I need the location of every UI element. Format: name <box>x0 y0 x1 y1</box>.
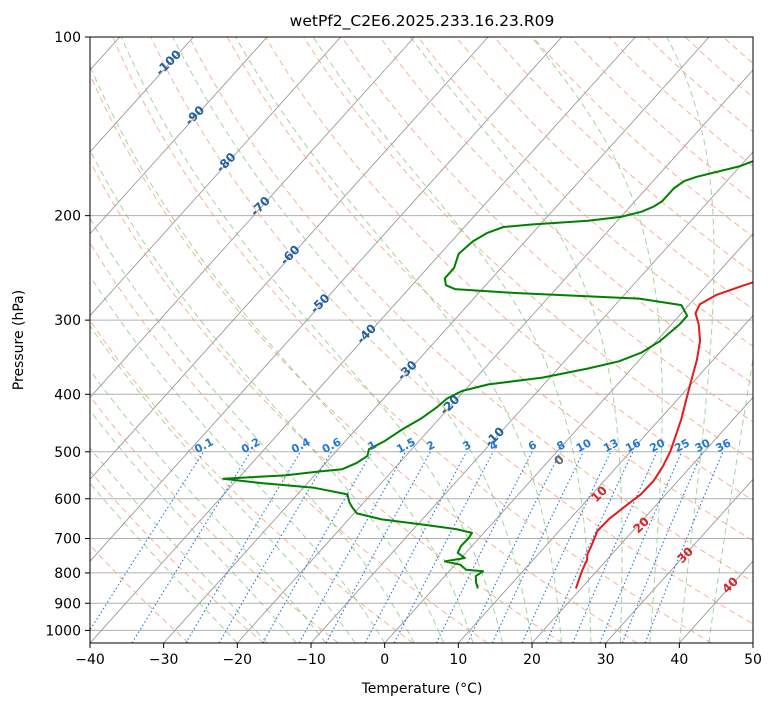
y-tick-label: 100 <box>54 30 81 46</box>
y-tick-label: 400 <box>54 387 81 403</box>
mixing-ratio-line <box>299 452 405 643</box>
y-tick-label: 700 <box>54 532 81 548</box>
dry-adiabat-line <box>0 37 338 643</box>
dry-adiabat-line <box>380 37 775 643</box>
moist-adiabat-line <box>410 37 622 643</box>
moist-adiabat-line <box>18 60 415 643</box>
dry-adiabat-line <box>456 37 775 643</box>
isotherm-line <box>532 37 775 643</box>
moist-adiabat-line <box>121 37 502 643</box>
dry-adiabat-line <box>685 37 775 643</box>
mixing-ratio-label: 0.6 <box>320 435 344 456</box>
adiabat-label: 20 <box>630 514 652 536</box>
isotherm-line <box>164 37 709 643</box>
mixing-ratio-line <box>326 452 430 643</box>
dry-adiabat-line <box>0 37 264 643</box>
mixing-ratio-label: 0.1 <box>192 435 215 456</box>
moist-adiabat-line <box>709 37 775 643</box>
x-tick-label: 50 <box>744 652 762 668</box>
mixing-ratio-line <box>573 452 657 643</box>
plot-frame <box>90 37 753 643</box>
moist-adiabat-line <box>78 37 473 643</box>
moist-adiabat-line <box>173 37 532 643</box>
dry-adiabat-line <box>533 37 775 643</box>
x-tick-label: 40 <box>670 652 688 668</box>
isotherm-label: -10 <box>482 424 507 449</box>
x-tick-label: 30 <box>597 652 615 668</box>
isotherm-label: -50 <box>307 291 332 316</box>
chart-title: wetPf2_C2E6.2025.233.16.23.R09 <box>290 12 555 31</box>
dry-adiabat-line <box>75 37 637 643</box>
dry-adiabat-line <box>0 37 189 643</box>
isotherm-label: -40 <box>354 321 379 346</box>
x-axis: −40 −30 −20 −10 0 10 20 30 40 50 <box>75 643 762 668</box>
y-tick-label: 1000 <box>45 623 81 639</box>
x-tick-label: −40 <box>75 652 105 668</box>
x-tick-label: 20 <box>523 652 541 668</box>
dry-adiabat-line <box>265 37 775 643</box>
isotherm-line <box>753 37 775 643</box>
isotherm-line <box>0 37 488 643</box>
mixing-ratio-label: 1.5 <box>394 435 417 456</box>
moist-adiabat-line <box>532 37 662 643</box>
y-axis: 100 200 300 400 500 600 700 800 900 1000 <box>45 30 90 639</box>
moist-adiabat-line <box>42 37 444 643</box>
isotherm-label: -20 <box>437 392 462 417</box>
mixing-ratio-line <box>622 452 702 643</box>
mixing-ratio-line <box>263 452 372 643</box>
isotherm-line <box>0 37 414 643</box>
background-lines <box>0 37 775 643</box>
mixing-ratio-line <box>468 452 561 643</box>
isotherm-label: -70 <box>248 194 273 219</box>
y-tick-label: 300 <box>54 313 81 329</box>
dry-adiabat-line <box>0 37 413 643</box>
y-tick-label: 600 <box>54 492 81 508</box>
x-axis-label: Temperature (°C) <box>361 681 483 697</box>
mixing-ratio-line <box>365 452 466 643</box>
x-tick-label: −10 <box>296 652 326 668</box>
mixing-ratio-line <box>546 452 633 643</box>
mixing-ratio-line <box>522 452 611 643</box>
isotherm-label: -30 <box>395 358 420 383</box>
mixing-ratio-label: 2 <box>424 438 437 453</box>
y-tick-label: 500 <box>54 445 81 461</box>
moist-adiabat-line <box>313 37 591 643</box>
mixing-ratio-label: 3 <box>461 438 474 453</box>
isotherm-label: -80 <box>213 150 238 175</box>
isotherm-label: -90 <box>182 103 207 128</box>
dry-adiabat-line <box>494 37 775 643</box>
moist-adiabat-line <box>0 105 355 643</box>
x-tick-label: −20 <box>223 652 253 668</box>
mixing-ratio-line <box>82 452 204 643</box>
moist-adiabat-line <box>0 83 385 644</box>
mixing-ratio-label: 6 <box>526 438 539 453</box>
isotherm-line <box>458 37 775 643</box>
isotherm-label: -100 <box>153 47 184 78</box>
mixing-ratio-line <box>492 452 583 643</box>
mixing-ratio-line <box>600 452 682 643</box>
y-tick-label: 200 <box>54 209 81 225</box>
isotherm-line <box>0 37 267 643</box>
isotherm-line <box>311 37 775 643</box>
adiabat-label: 10 <box>588 483 610 505</box>
temperature-profile-line <box>576 37 775 589</box>
x-tick-label: 0 <box>380 652 389 668</box>
y-tick-label: 900 <box>54 596 81 612</box>
mixing-ratio-label: 0.2 <box>239 435 262 456</box>
dry-adiabat-line <box>418 37 775 643</box>
y-axis-label: Pressure (hPa) <box>11 290 27 390</box>
moist-adiabat-line <box>0 128 326 643</box>
mixing-ratio-line <box>394 452 493 643</box>
x-tick-label: −30 <box>149 652 179 668</box>
mixing-ratio-label: 0.4 <box>289 435 313 456</box>
x-tick-label: 10 <box>449 652 467 668</box>
moist-adiabat-line <box>0 158 267 643</box>
y-tick-label: 800 <box>54 566 81 582</box>
isotherm-line <box>16 37 561 643</box>
dry-adiabat-line <box>0 37 488 643</box>
